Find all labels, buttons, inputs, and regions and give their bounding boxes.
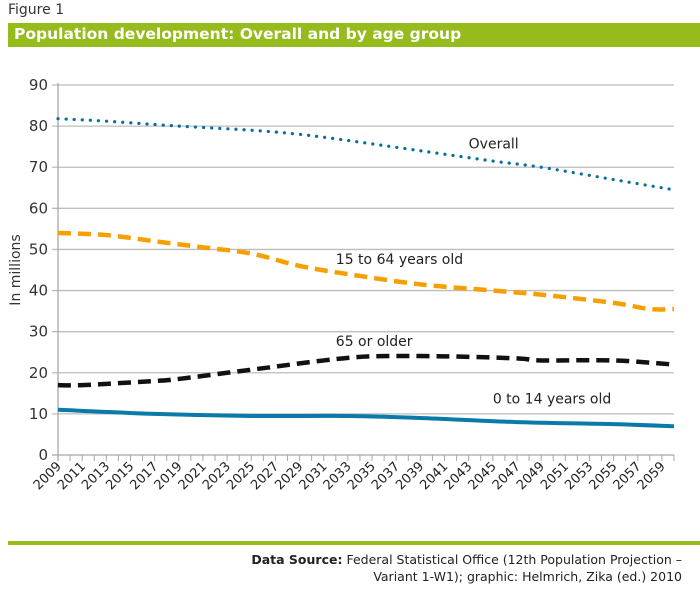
source-label: Data Source: [251,552,343,567]
series-label: 0 to 14 years old [493,392,611,408]
series-line-15-to-64-years-old [57,230,675,312]
series-label: Overall [469,137,519,153]
chart-title: Population development: Overall and by a… [14,25,462,43]
y-tick-label: 20 [29,364,48,382]
x-tick-labels: 2009201120132015201720192021202320252027… [31,459,669,493]
y-tick-label: 80 [29,117,48,135]
figure-label: Figure 1 [8,2,65,18]
series-labels: Overall 15 to 64 years old 65 or older 0 to… [336,137,611,408]
y-tick-label: 70 [29,158,48,176]
y-tick-label: 0 [38,446,48,464]
y-tick-label: 10 [29,405,48,423]
y-tick-label: 30 [29,323,48,341]
series-lines [56,117,676,429]
y-tick-label: 40 [29,282,48,300]
source-line-2: Variant 1-W1); graphic: Helmrich, Zika (… [373,569,682,584]
data-source: Data Source: Federal Statistical Office … [251,551,682,585]
x-tick-label: 2059 [635,459,669,493]
divider-rule [8,541,700,545]
series-line-0-to-14-years-old [57,407,675,429]
y-tick-label: 60 [29,199,48,217]
y-tick-label: 90 [29,76,48,94]
y-tick-labels: 0 10 20 30 40 50 60 70 80 90 [29,76,48,464]
series-label: 15 to 64 years old [336,252,463,268]
source-line-1: Federal Statistical Office (12th Populat… [346,552,682,567]
gridlines [52,84,674,415]
series-line-65-or-older [57,353,675,388]
y-axis-label: In millions [8,234,24,305]
line-chart: 0 10 20 30 40 50 60 70 80 90 20092011201320152017… [8,76,676,493]
title-bar: Population development: Overall and by a… [8,23,700,47]
series-label: 65 or older [336,334,413,350]
axes [52,83,675,461]
y-tick-label: 50 [29,240,48,258]
series-line-overall [56,117,676,192]
